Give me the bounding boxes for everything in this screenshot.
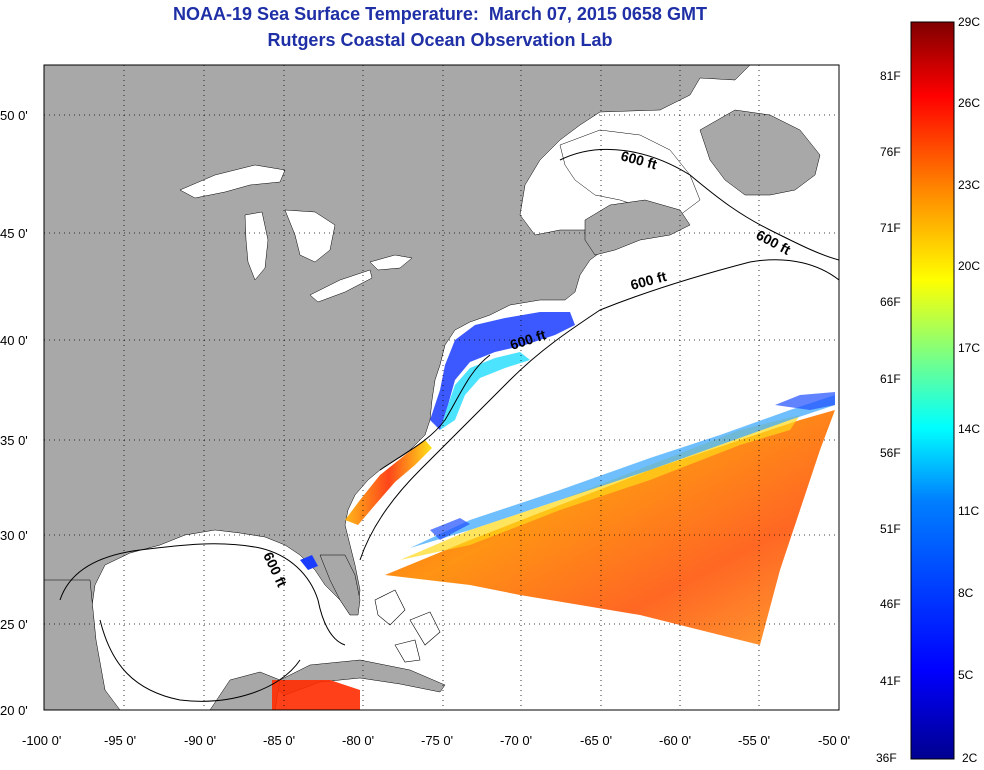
sst-swath-blue-clouds: [430, 392, 835, 540]
sst-swath-cool-edge: [410, 395, 835, 548]
map-frame: [43, 64, 840, 711]
map-title: NOAA-19 Sea Surface Temperature: March 0…: [173, 4, 707, 24]
sst-swath-warm: [385, 410, 835, 645]
lat-tick-label: 45 0': [0, 226, 28, 241]
shelf-water-cold: [430, 312, 575, 430]
florida-blue-patch: [300, 555, 318, 570]
lon-tick-label: -75 0': [421, 733, 453, 748]
lon-tick-label: -100 0': [22, 733, 61, 748]
caribbean-sst: [272, 680, 360, 710]
yucatan-land: [209, 671, 281, 710]
lon-tick-label: -65 0': [580, 733, 612, 748]
colorbar-fahrenheit-label: 51F: [880, 522, 901, 536]
colorbar-celsius-label: 26C: [958, 96, 980, 110]
latitude-axis: 50 0' 45 0' 40 0' 35 0' 30 0' 25 0' 20 0…: [0, 108, 28, 718]
depth-contour-600ft: [59, 259, 839, 646]
lat-tick-label: 40 0': [0, 333, 28, 348]
colorbar-fahrenheit-label: 56F: [880, 446, 901, 460]
colorbar-celsius-label: 29C: [958, 15, 980, 29]
longitude-axis: -100 0' -95 0' -90 0' -85 0' -80 0' -75 …: [22, 733, 850, 748]
colorbar: 29C 26C 23C 20C 17C 14C 11C 8C 5C 2C 81F…: [876, 15, 980, 765]
gulf-stream-strip: [345, 440, 432, 525]
lon-tick-label: -55 0': [738, 733, 770, 748]
colorbar-fahrenheit-label: 71F: [880, 221, 901, 235]
lake-michigan: [244, 211, 269, 281]
map-content: 600 ft 600 ft 600 ft 600 ft 600 ft: [44, 65, 839, 710]
lat-tick-label: 50 0': [0, 108, 28, 123]
colorbar-celsius-label: 20C: [958, 259, 980, 273]
colorbar-celsius-label: 11C: [958, 504, 979, 518]
colorbar-gradient: [910, 21, 955, 760]
bahamas-islands: [374, 589, 441, 663]
florida-land: [319, 554, 361, 616]
lake-ontario: [369, 254, 413, 271]
colorbar-fahrenheit-label: 66F: [880, 295, 901, 309]
lake-huron: [284, 209, 336, 263]
lon-tick-label: -70 0': [500, 733, 532, 748]
lon-tick-label: -85 0': [263, 733, 295, 748]
lon-tick-label: -80 0': [342, 733, 374, 748]
colorbar-celsius-label: 17C: [958, 341, 980, 355]
lat-tick-label: 35 0': [0, 433, 28, 448]
colorbar-celsius-label: 2C: [962, 751, 978, 765]
colorbar-celsius-label: 5C: [958, 668, 974, 682]
colorbar-celsius-label: 14C: [958, 422, 980, 436]
lake-erie: [309, 269, 373, 303]
newfoundland-land: [699, 109, 821, 196]
colorbar-celsius-label: 23C: [958, 178, 980, 192]
mexico-land: [44, 579, 121, 710]
colorbar-fahrenheit-label: 41F: [880, 674, 901, 688]
nova-scotia-land: [584, 199, 691, 256]
shelf-water-edge: [440, 352, 530, 430]
lon-tick-label: -90 0': [184, 733, 216, 748]
lat-tick-label: 25 0': [0, 617, 28, 632]
lat-tick-label: 20 0': [0, 703, 28, 718]
north-america-land: [44, 65, 751, 710]
lon-tick-label: -60 0': [659, 733, 691, 748]
colorbar-fahrenheit-label: 46F: [880, 597, 901, 611]
map-subtitle: Rutgers Coastal Ocean Observation Lab: [267, 30, 613, 50]
colorbar-fahrenheit-label: 76F: [880, 145, 901, 159]
depth-contour-stlawrence: [559, 148, 839, 261]
lon-tick-label: -95 0': [104, 733, 136, 748]
lon-tick-label: -50 0': [818, 733, 850, 748]
colorbar-fahrenheit-label: 36F: [876, 751, 897, 765]
depth-contour-gulf: [99, 619, 301, 702]
colorbar-fahrenheit-label: 61F: [880, 372, 901, 386]
colorbar-celsius-label: 8C: [958, 586, 974, 600]
colorbar-fahrenheit-label: 81F: [880, 69, 901, 83]
lat-tick-label: 30 0': [0, 528, 28, 543]
lake-superior: [179, 164, 286, 199]
